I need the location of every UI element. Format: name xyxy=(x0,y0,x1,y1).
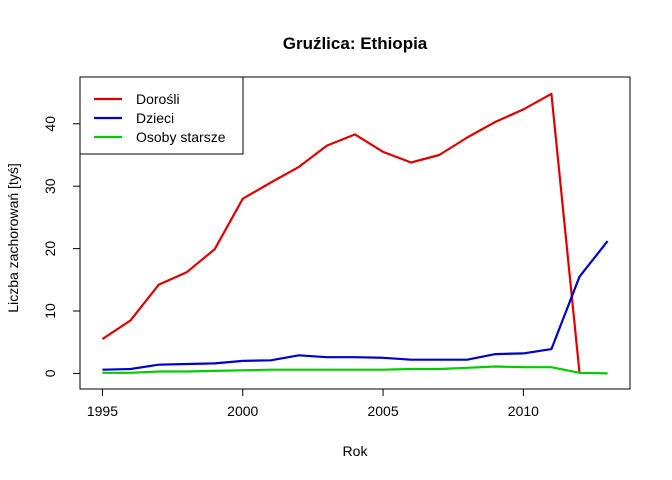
y-tick-label: 10 xyxy=(42,303,58,319)
y-axis-label: Liczba zachorowań [tyś] xyxy=(5,163,21,312)
legend-entry: Dzieci xyxy=(136,110,174,126)
x-axis-label: Rok xyxy=(343,443,369,459)
y-tick-label: 40 xyxy=(42,116,58,132)
chart-title: Gruźlica: Ethiopia xyxy=(283,34,428,53)
series-line-Osoby starsze xyxy=(102,365,608,375)
legend-box xyxy=(79,76,244,155)
y-axis: 0 10 20 30 40 xyxy=(42,116,81,377)
series-lines xyxy=(101,92,609,375)
y-tick-label: 0 xyxy=(42,369,58,377)
y-tick-label: 30 xyxy=(42,178,58,194)
y-tick-label: 20 xyxy=(42,241,58,257)
series-line-Dorośli xyxy=(101,92,581,373)
x-tick-label: 1995 xyxy=(87,403,118,419)
legend: Dorośli Dzieci Osoby starsze xyxy=(79,76,244,155)
x-tick-label: 2000 xyxy=(227,403,258,419)
legend-entry: Osoby starsze xyxy=(136,129,226,145)
series-line-Dzieci xyxy=(102,240,609,371)
x-tick-label: 2005 xyxy=(367,403,398,419)
x-tick-label: 2010 xyxy=(508,403,539,419)
x-axis: 1995 2000 2005 2010 xyxy=(87,388,539,419)
legend-entry: Dorośli xyxy=(136,91,180,107)
